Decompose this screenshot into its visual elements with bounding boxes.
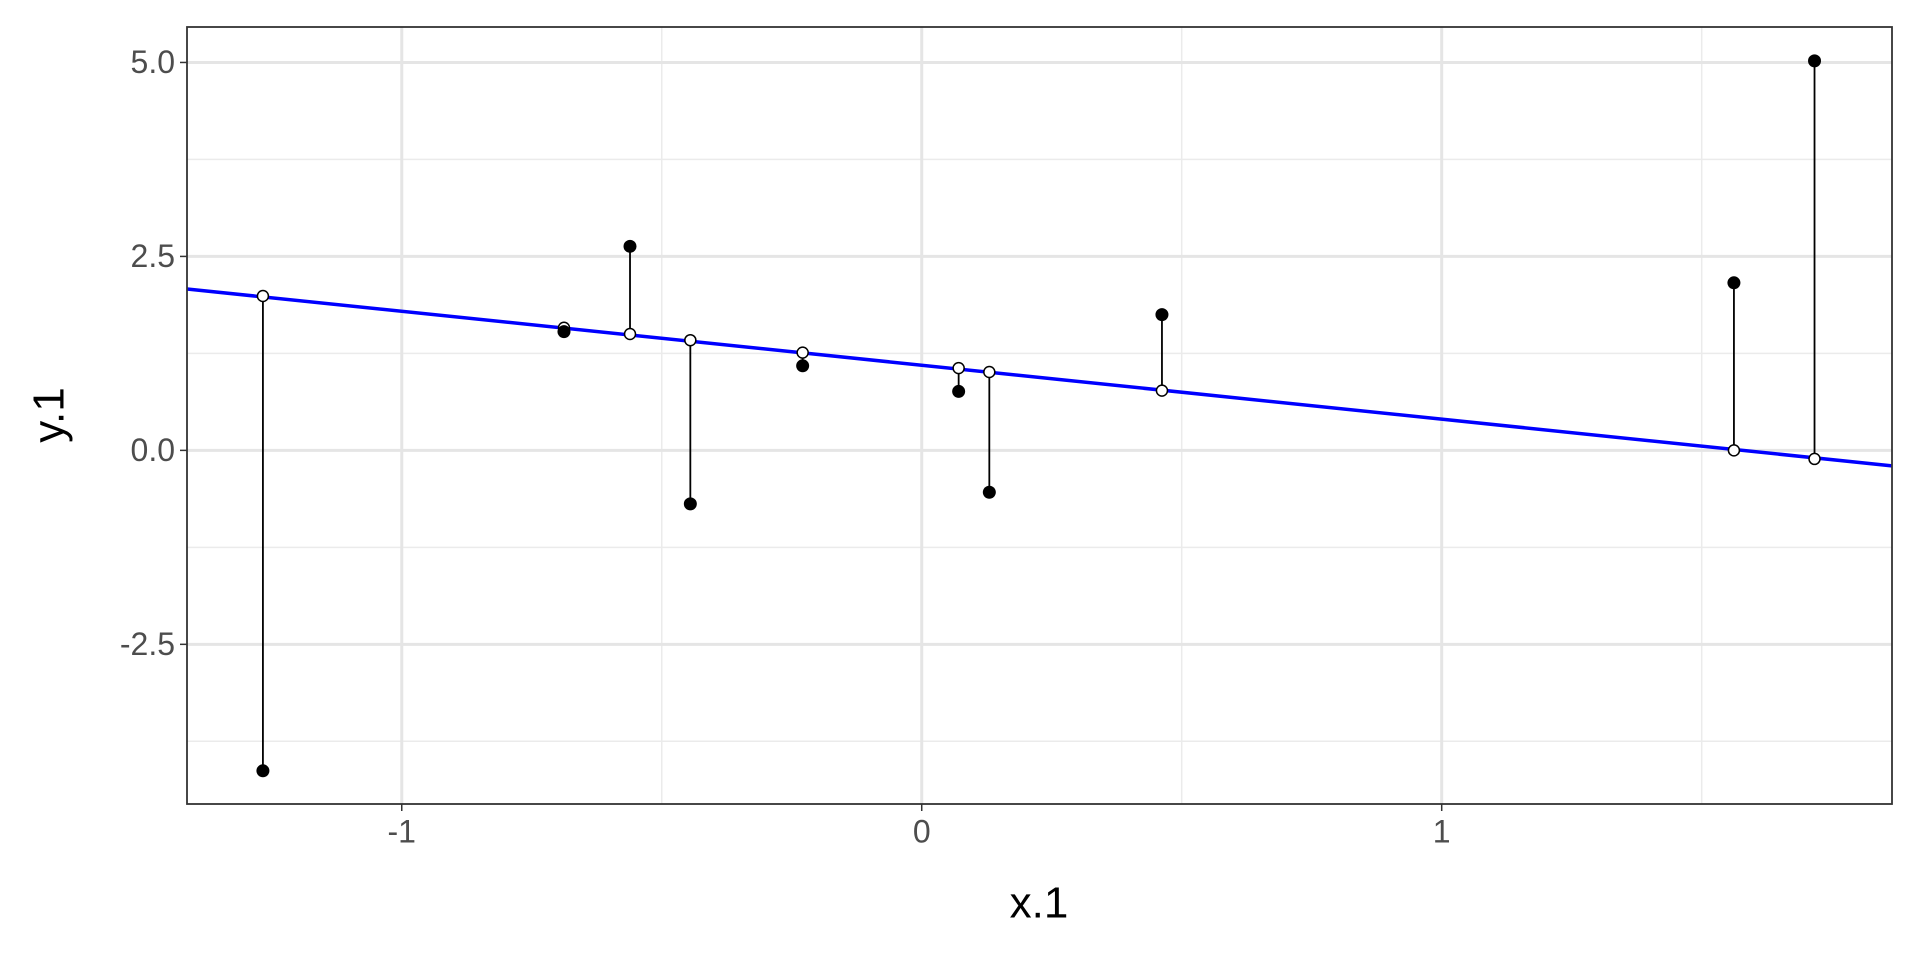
observed-point <box>952 384 966 398</box>
fitted-point <box>1155 384 1169 397</box>
observed-point <box>796 359 810 373</box>
fitted-point <box>952 361 965 375</box>
fitted-point <box>256 289 270 303</box>
y-tick-label: 2.5 <box>131 238 175 274</box>
fitted-point <box>1808 452 1821 466</box>
x-tick-label: 0 <box>913 813 931 849</box>
observed-point <box>557 325 571 339</box>
fitted-point <box>1727 444 1741 457</box>
plot-background <box>187 27 1892 804</box>
x-tick-label: 1 <box>1433 813 1451 849</box>
fitted-point <box>623 327 637 341</box>
x-tick-label: -1 <box>388 813 416 849</box>
y-tick-label: 5.0 <box>131 44 175 80</box>
y-axis-title: y.1 <box>25 387 74 442</box>
observed-point <box>1727 276 1741 290</box>
observed-point <box>683 497 697 511</box>
y-tick-label: -2.5 <box>120 626 175 662</box>
observed-point <box>623 239 637 253</box>
observed-point <box>982 485 996 499</box>
observed-point <box>1808 54 1822 68</box>
fitted-point <box>684 333 697 347</box>
y-tick-label: 0.0 <box>131 432 175 468</box>
fitted-point <box>983 365 996 379</box>
observed-point <box>1155 308 1169 322</box>
plot-border <box>186 26 1893 805</box>
regression-line <box>186 287 1893 468</box>
fitted-point <box>796 346 809 359</box>
observed-point <box>256 764 270 778</box>
x-axis-title: x.1 <box>1010 879 1069 928</box>
